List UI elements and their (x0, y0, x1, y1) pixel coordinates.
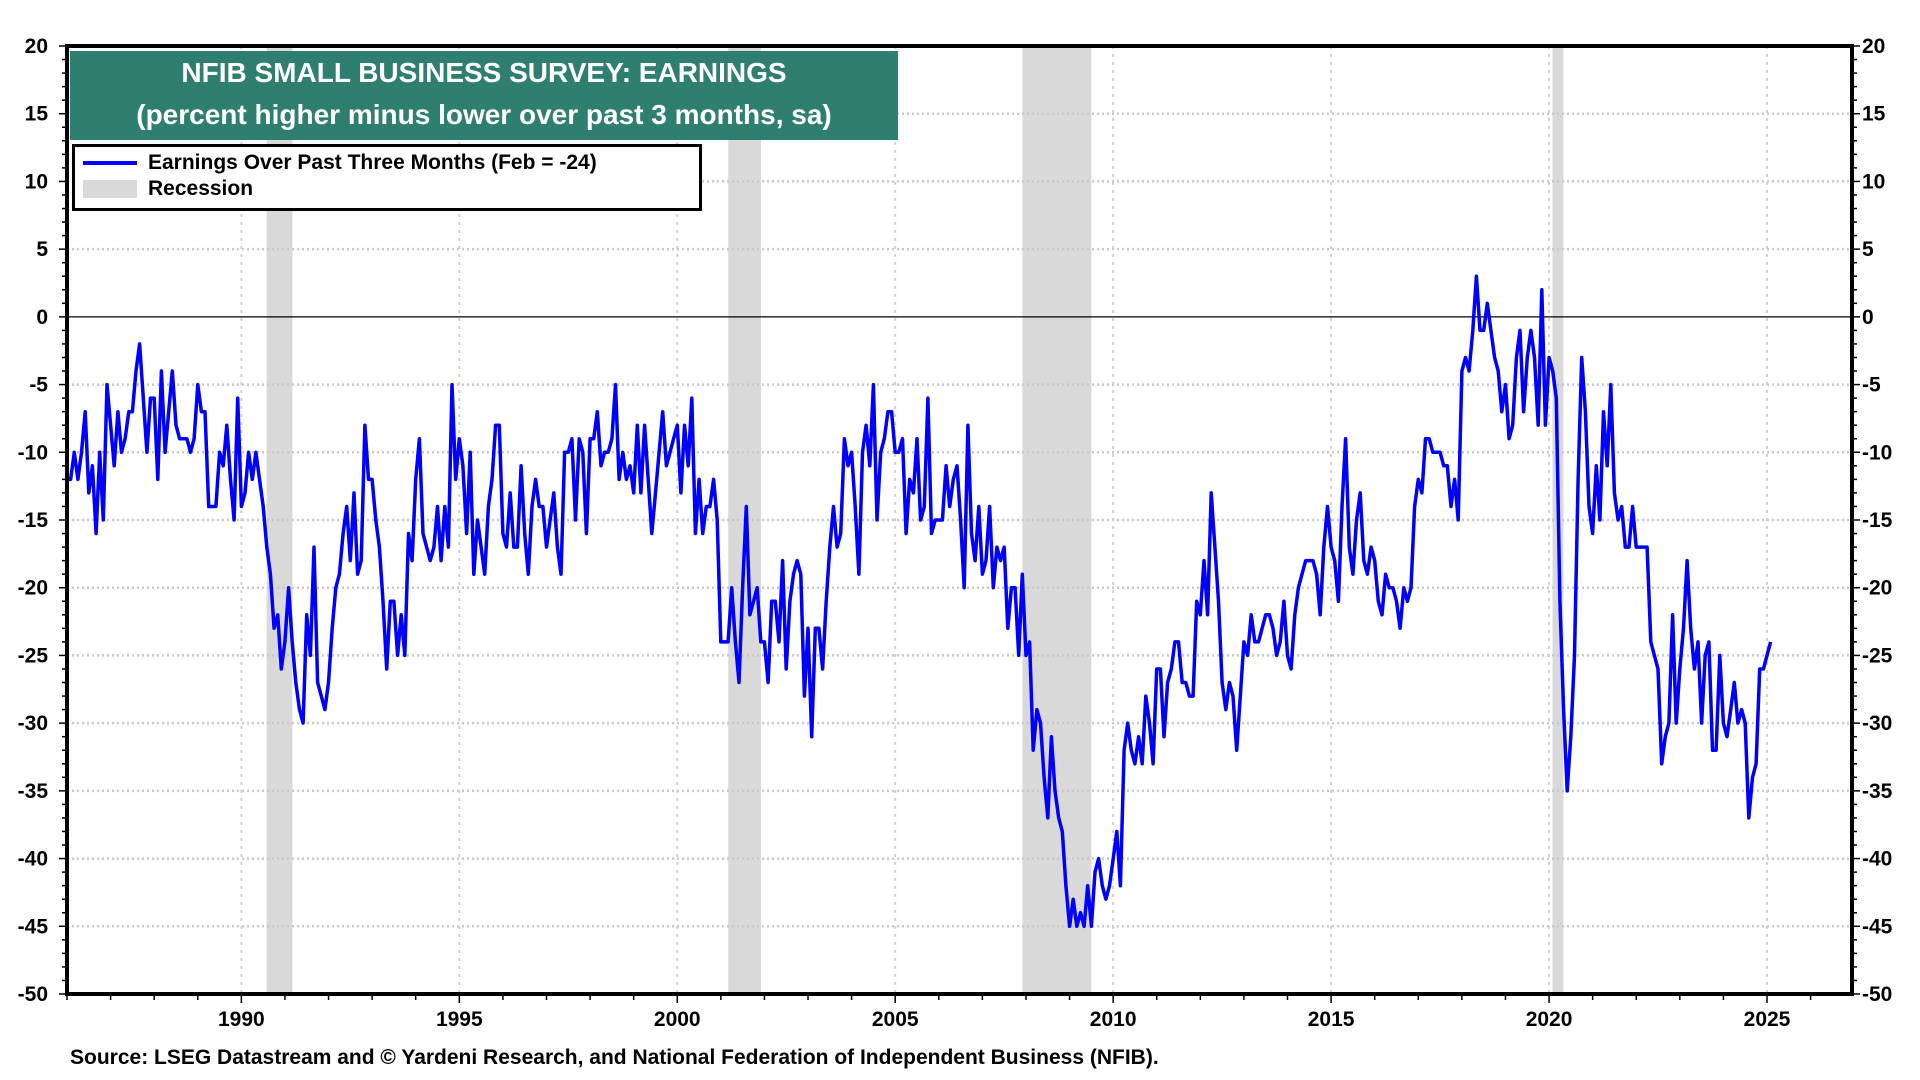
y-tick-label-right: -40 (1862, 848, 1892, 871)
legend-item-recession: Recession (83, 177, 253, 201)
y-tick-label-right: 10 (1862, 170, 1885, 193)
axis-ticks (59, 45, 1860, 1003)
x-tick-label: 2025 (1744, 1008, 1791, 1031)
y-tick-label-right: 0 (1862, 306, 1874, 329)
x-tick-label: 2010 (1090, 1008, 1137, 1031)
x-tick-label: 1990 (218, 1008, 265, 1031)
y-tick-label-right: -45 (1862, 915, 1893, 938)
chart-title: NFIB SMALL BUSINESS SURVEY: EARNINGS (181, 57, 787, 88)
y-tick-label-right: -50 (1862, 983, 1892, 1006)
x-tick-label: 2000 (654, 1008, 701, 1031)
y-tick-label-right: 5 (1862, 238, 1874, 261)
y-tick-label-left: -20 (18, 577, 48, 600)
y-tick-label-left: -40 (18, 848, 48, 871)
y-tick-label-right: -10 (1862, 441, 1892, 464)
y-tick-label-right: 15 (1862, 103, 1886, 126)
y-tick-label-right: -30 (1862, 712, 1892, 735)
y-tick-label-right: 20 (1862, 35, 1885, 58)
legend-recession-swatch (83, 180, 137, 198)
x-tick-label: 2020 (1526, 1008, 1573, 1031)
y-tick-label-left: 20 (25, 35, 48, 58)
y-tick-label-left: -15 (18, 509, 49, 532)
y-tick-label-left: -35 (18, 780, 49, 803)
y-tick-label-left: 0 (36, 306, 48, 329)
y-tick-label-right: -5 (1862, 374, 1881, 397)
y-tick-label-left: -50 (18, 983, 48, 1006)
x-tick-label: 1995 (436, 1008, 483, 1031)
y-tick-label-left: -10 (18, 441, 48, 464)
y-tick-label-left: -25 (18, 644, 49, 667)
series-line-earnings (67, 274, 1773, 929)
y-tick-label-left: -5 (29, 374, 48, 397)
source-footer: Source: LSEG Datastream and © Yardeni Re… (70, 1046, 1159, 1069)
y-tick-label-right: -25 (1862, 644, 1893, 667)
legend-item-series: Earnings Over Past Three Months (Feb = -… (83, 151, 597, 175)
y-tick-label-left: 10 (25, 170, 48, 193)
x-tick-label: 2015 (1308, 1008, 1355, 1031)
y-tick-label-right: -35 (1862, 780, 1893, 803)
legend-line-swatch (83, 161, 137, 165)
legend: Earnings Over Past Three Months (Feb = -… (72, 144, 702, 211)
legend-recession-label: Recession (148, 177, 254, 200)
x-tick-label: 2005 (872, 1008, 919, 1031)
y-tick-label-left: 5 (36, 238, 48, 261)
chart-title-box: NFIB SMALL BUSINESS SURVEY: EARNINGS (pe… (70, 51, 898, 140)
gridlines (67, 46, 1852, 994)
chart-subtitle: (percent higher minus lower over past 3 … (136, 99, 832, 130)
y-tick-label-right: -15 (1862, 509, 1893, 532)
legend-series-label: Earnings Over Past Three Months (Feb = -… (148, 151, 597, 174)
y-tick-label-left: -45 (18, 915, 49, 938)
y-tick-label-right: -20 (1862, 577, 1892, 600)
y-tick-label-left: 15 (25, 103, 49, 126)
y-tick-label-left: -30 (18, 712, 48, 735)
